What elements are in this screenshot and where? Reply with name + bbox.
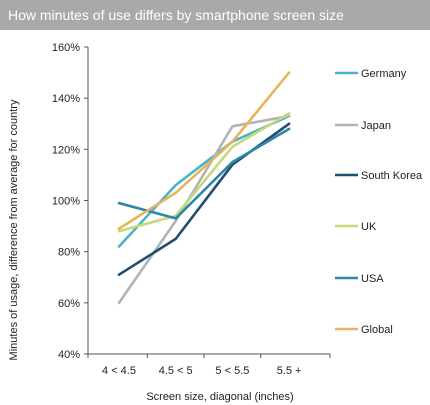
chart-title: How minutes of use differs by smartphone… — [8, 7, 344, 23]
legend-label-japan: Japan — [361, 120, 391, 132]
axes: 40% 60% 80% 100% 120% 140% 160% 4 < 4.5 4.5 < 5 5… — [52, 42, 331, 377]
legend-label-global: Global — [361, 324, 393, 336]
legend-label-south-korea: South Korea — [361, 170, 423, 182]
y-tick-label: 80% — [58, 247, 80, 259]
chart-title-bar: How minutes of use differs by smartphone… — [0, 0, 430, 30]
series-line-japan — [117, 114, 291, 305]
line-chart: 40% 60% 80% 100% 120% 140% 160% 4 < 4.5 4.5 < 5 5… — [8, 42, 423, 403]
legend-label-uk: UK — [361, 221, 377, 233]
x-tick-label: 4.5 < 5 — [159, 365, 193, 377]
x-tick-label: 5 < 5.5 — [215, 365, 249, 377]
series-line-south-korea — [117, 122, 291, 276]
legend-label-germany: Germany — [361, 68, 407, 80]
legend: Germany Japan South Korea UK USA Global — [335, 68, 423, 336]
x-tick-label: 5.5 + — [277, 365, 302, 377]
y-tick-label: 100% — [52, 196, 80, 208]
y-tick-label: 120% — [52, 144, 80, 156]
y-tick-label: 160% — [52, 42, 80, 54]
legend-label-usa: USA — [361, 273, 384, 285]
y-axis-title: Minutes of usage, difference from averag… — [8, 99, 20, 360]
y-tick-label: 140% — [52, 93, 80, 105]
x-axis-title: Screen size, diagonal (inches) — [146, 391, 293, 403]
series-line-uk — [117, 112, 291, 233]
x-tick-label: 4 < 4.5 — [102, 365, 136, 377]
series-line-global — [117, 71, 291, 230]
y-tick-label: 40% — [58, 349, 80, 361]
y-tick-label: 60% — [58, 298, 80, 310]
series-layer — [117, 71, 291, 305]
